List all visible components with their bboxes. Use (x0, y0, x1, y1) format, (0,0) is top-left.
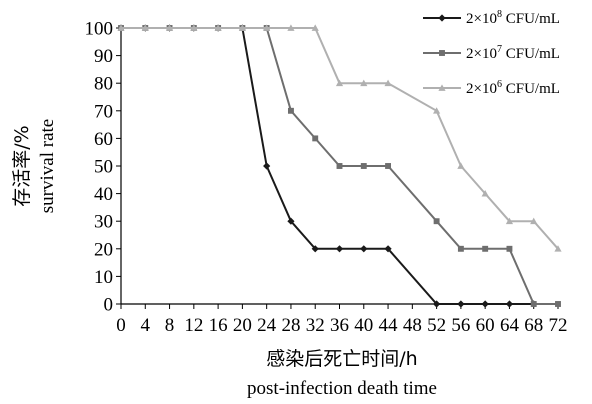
y-tick-label: 60 (94, 129, 113, 150)
x-tick-label: 4 (141, 315, 151, 336)
data-point (457, 162, 465, 169)
series-line (121, 27, 534, 305)
legend-marker (438, 14, 446, 22)
x-tick-label: 20 (233, 315, 252, 336)
x-tick-label: 12 (184, 315, 203, 336)
x-tick-label: 68 (524, 315, 543, 336)
data-point (433, 218, 440, 225)
x-axis-title-cn: 感染后死亡时间/h (266, 348, 417, 370)
x-tick-label: 36 (330, 315, 349, 336)
y-tick-label: 10 (94, 267, 113, 288)
legend-label: 2×108 CFU/mL (466, 9, 560, 27)
legend-marker (438, 84, 446, 91)
data-point (360, 245, 368, 253)
y-tick-label: 100 (85, 19, 114, 40)
data-point (141, 24, 149, 31)
x-tick-label: 64 (500, 315, 520, 336)
x-tick-label: 32 (306, 315, 325, 336)
data-point (555, 301, 561, 307)
x-tick-label: 28 (281, 315, 300, 336)
data-point (505, 300, 514, 308)
data-point (530, 301, 537, 307)
y-tick-label: 0 (104, 295, 114, 316)
data-point (384, 245, 392, 253)
data-point (263, 24, 271, 31)
legend-marker (439, 50, 445, 56)
data-point (336, 163, 343, 169)
data-point (481, 190, 489, 197)
series-line (121, 27, 559, 250)
x-axis-ticks: 0 4 8 12 16 20 24 28 32 36 40 44 48 52 56 60 64 68 72 (116, 304, 568, 336)
y-tick-label: 50 (94, 157, 113, 178)
data-point (457, 300, 465, 308)
data-point (312, 135, 319, 142)
data-point (530, 217, 538, 225)
data-point (433, 300, 441, 308)
x-tick-label: 40 (354, 315, 373, 336)
legend: 2×108 CFU/mL 2×107 CFU/mL 2×106 CFU/mL (423, 9, 560, 97)
data-point (190, 24, 198, 31)
y-axis-title-cn: 存活率/% (11, 125, 33, 206)
x-tick-label: 0 (116, 315, 126, 336)
data-point (506, 245, 513, 252)
data-point (165, 24, 174, 31)
data-point (335, 79, 344, 87)
data-point (287, 24, 295, 31)
y-tick-label: 30 (94, 212, 113, 233)
x-tick-label: 52 (427, 315, 446, 336)
data-point (481, 300, 489, 308)
data-point (360, 163, 367, 169)
x-axis-title-en: post-infection death time (247, 378, 437, 399)
x-tick-label: 8 (165, 315, 175, 336)
data-point (117, 24, 125, 31)
data-point (311, 24, 319, 31)
data-point (287, 217, 295, 225)
legend-item-1: 2×108 CFU/mL (423, 9, 560, 27)
data-point (457, 245, 464, 252)
x-tick-label: 72 (549, 315, 568, 336)
data-point (505, 217, 514, 225)
x-tick-label: 48 (403, 315, 422, 336)
data-point (360, 79, 368, 87)
y-tick-label: 70 (94, 101, 113, 122)
legend-item-3: 2×106 CFU/mL (423, 79, 560, 97)
series-lines (117, 24, 562, 308)
data-point (238, 24, 246, 31)
x-tick-label: 60 (476, 315, 495, 336)
y-axis-ticks: 0 10 20 30 40 50 60 70 80 90 100 (85, 19, 121, 316)
data-point (482, 245, 489, 252)
data-point (433, 107, 441, 114)
y-tick-label: 20 (94, 239, 113, 260)
legend-label: 2×107 CFU/mL (466, 44, 560, 62)
data-point (554, 245, 562, 252)
x-tick-label: 44 (379, 315, 399, 336)
legend-item-2: 2×107 CFU/mL (423, 44, 560, 62)
series-2 (118, 25, 561, 307)
x-tick-label: 16 (209, 315, 228, 336)
data-point (335, 245, 344, 253)
y-axis-title-en: survival rate (37, 119, 58, 213)
series-1 (117, 24, 538, 308)
series-3 (117, 24, 562, 252)
y-tick-label: 40 (94, 184, 113, 205)
y-tick-label: 80 (94, 74, 113, 95)
data-point (384, 79, 392, 87)
legend-label: 2×106 CFU/mL (466, 79, 560, 97)
data-point (385, 163, 392, 169)
x-tick-label: 56 (451, 315, 470, 336)
data-point (311, 245, 319, 253)
data-point (214, 24, 222, 31)
data-point (287, 107, 294, 114)
x-tick-label: 24 (257, 315, 277, 336)
y-tick-label: 90 (94, 46, 113, 67)
data-point (263, 162, 271, 170)
